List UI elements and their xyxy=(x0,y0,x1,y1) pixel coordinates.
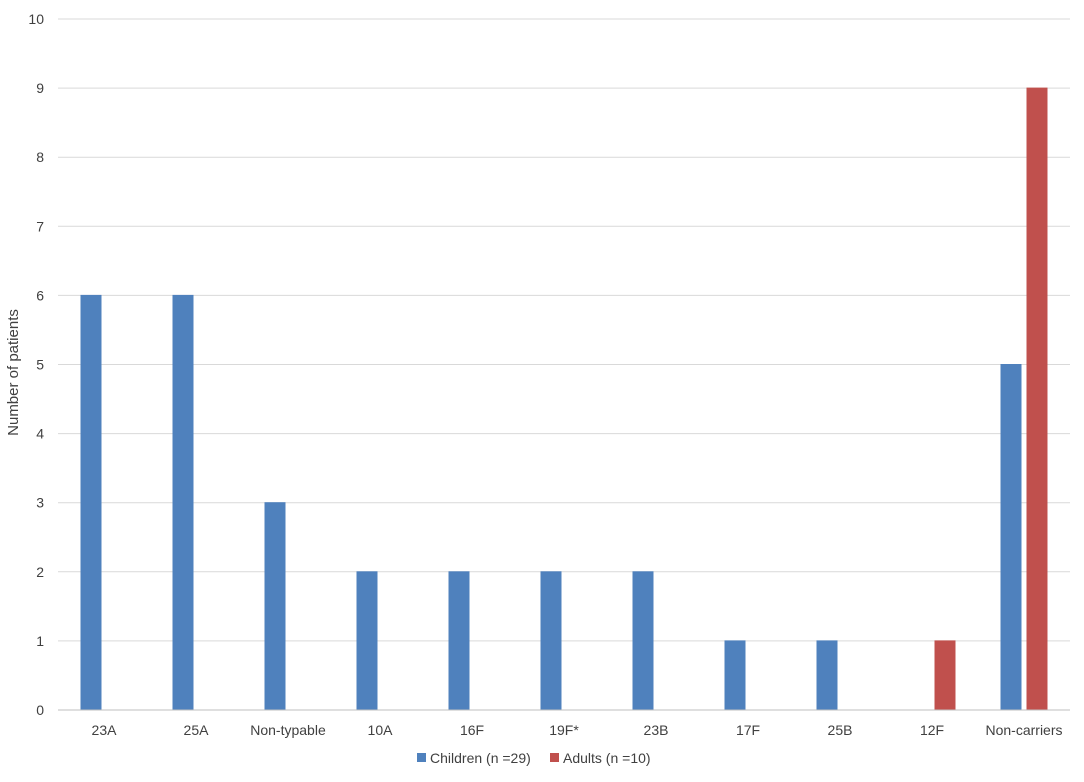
y-tick-label: 2 xyxy=(36,564,44,580)
y-tick-label: 1 xyxy=(36,633,44,649)
y-tick-label: 9 xyxy=(36,80,44,96)
bars xyxy=(80,87,1048,711)
bar-children xyxy=(540,571,562,711)
x-tick-label: 16F xyxy=(460,722,484,738)
legend-swatch-adults xyxy=(550,753,559,762)
y-tick-label: 5 xyxy=(36,357,44,373)
x-tick-label: 12F xyxy=(920,722,944,738)
bar-children xyxy=(724,640,746,711)
bar-children xyxy=(632,571,654,711)
x-tick-label: Non-typable xyxy=(250,722,326,738)
bar-children xyxy=(172,294,194,711)
bar-children xyxy=(356,571,378,711)
y-tick-label: 4 xyxy=(36,426,44,442)
y-tick-label: 10 xyxy=(28,11,44,27)
legend-swatch-children xyxy=(417,753,426,762)
gridlines xyxy=(58,18,1070,642)
y-tick-label: 6 xyxy=(36,287,44,303)
bar-adults xyxy=(1026,87,1048,711)
y-tick-label: 7 xyxy=(36,218,44,234)
x-tick-label: 25A xyxy=(184,722,210,738)
legend-label-adults: Adults (n =10) xyxy=(563,750,651,766)
x-tick-label: 23B xyxy=(644,722,669,738)
y-tick-label: 8 xyxy=(36,149,44,165)
bar-children xyxy=(1000,364,1022,711)
x-tick-label: 17F xyxy=(736,722,760,738)
legend-label-children: Children (n =29) xyxy=(430,750,531,766)
x-tick-label: 23A xyxy=(92,722,118,738)
y-axis-ticks: 0 1 2 3 4 5 6 7 8 9 10 xyxy=(28,11,44,718)
bar-adults xyxy=(934,640,956,711)
x-tick-label: 10A xyxy=(368,722,394,738)
bar-children xyxy=(80,294,102,711)
x-tick-label: 19F* xyxy=(549,722,579,738)
y-tick-label: 3 xyxy=(36,495,44,511)
x-axis-ticks: 23A 25A Non-typable 10A 16F 19F* 23B 17F 25B 12F N… xyxy=(92,722,1063,738)
bar-children xyxy=(264,502,286,711)
bar-children xyxy=(816,640,838,711)
x-tick-label: Non-carriers xyxy=(985,722,1062,738)
y-axis-label: Number of patients xyxy=(5,309,22,436)
y-tick-label: 0 xyxy=(36,702,44,718)
legend: Children (n =29) Adults (n =10) xyxy=(417,750,651,766)
x-tick-label: 25B xyxy=(828,722,853,738)
bar-children xyxy=(448,571,470,711)
